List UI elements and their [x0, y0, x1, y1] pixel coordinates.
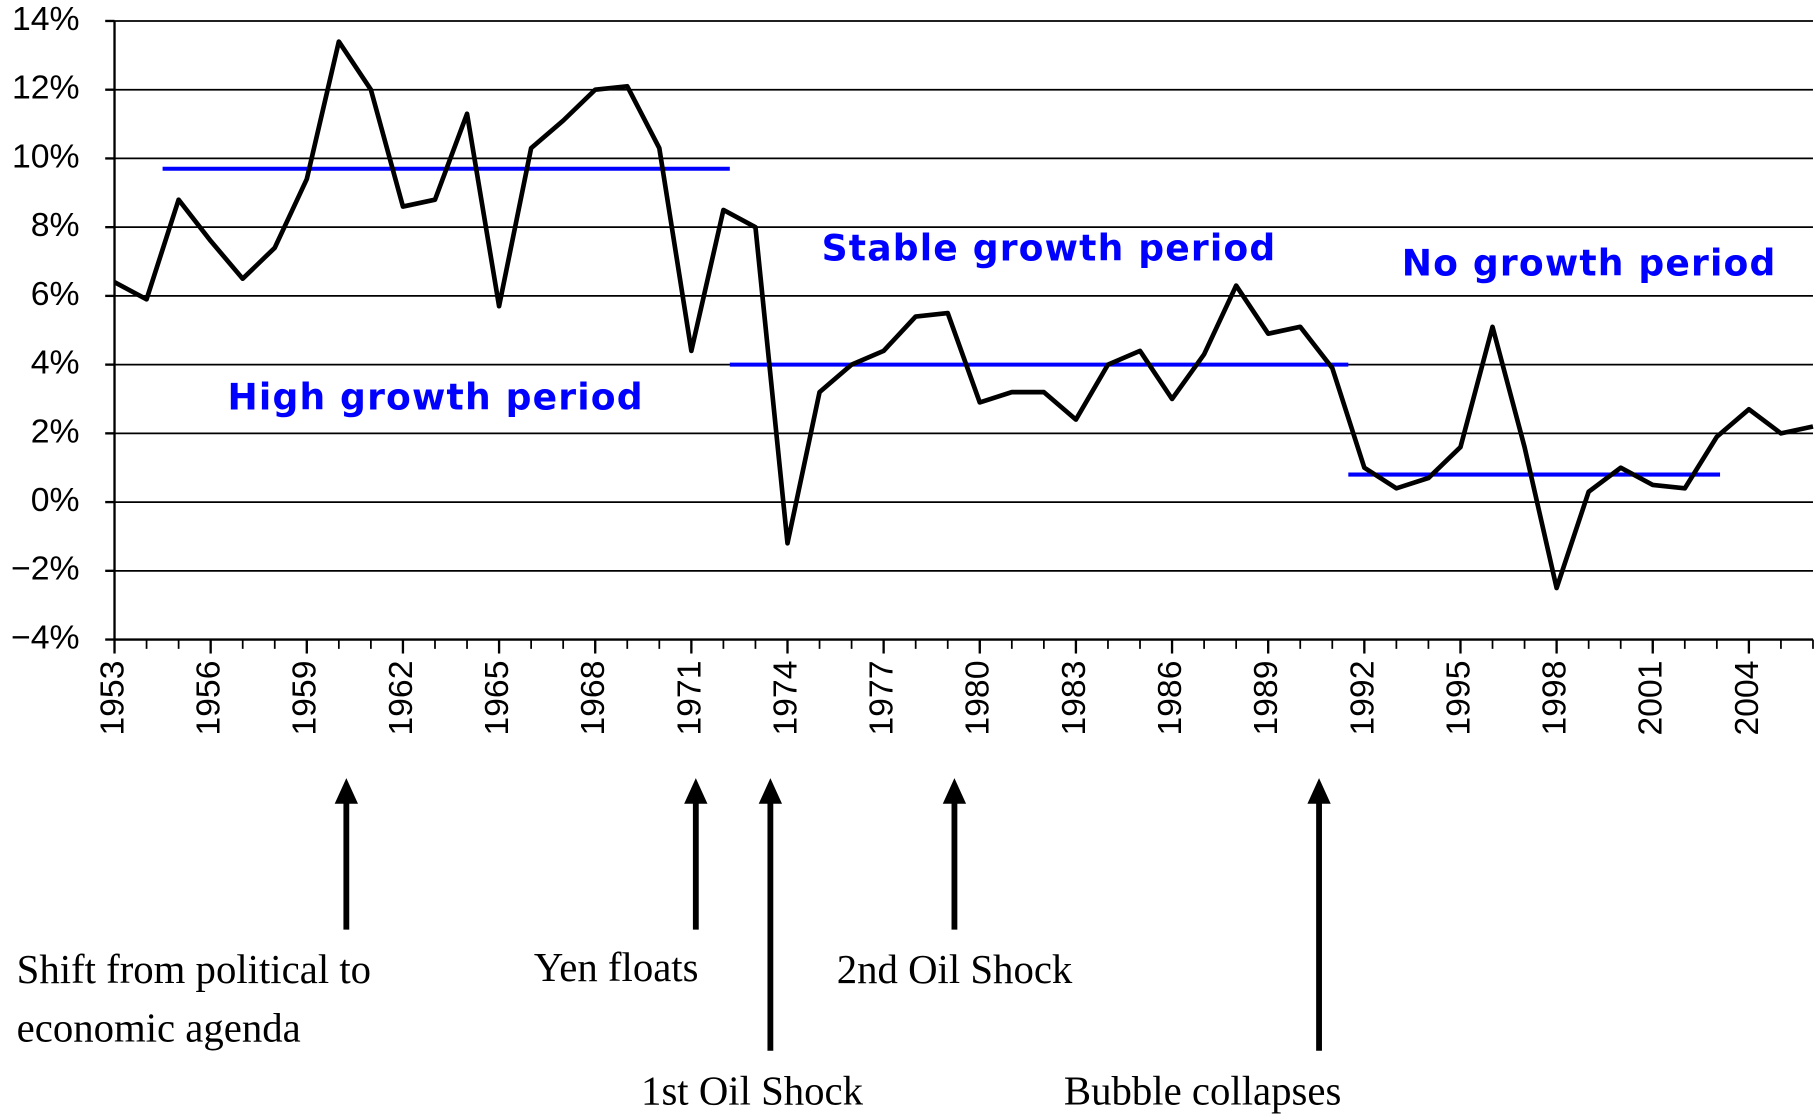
x-tick-label: 1953: [93, 661, 131, 736]
y-tick-label: 0%: [31, 481, 80, 519]
event-arrow-head: [1307, 778, 1331, 804]
x-tick-label: 2004: [1728, 661, 1766, 736]
x-tick-label: 1989: [1247, 661, 1285, 736]
x-tick-label: 1974: [766, 661, 804, 736]
y-tick-label: 10%: [12, 137, 80, 175]
x-tick-label: 1980: [959, 661, 997, 736]
data-line: [113, 39, 1814, 591]
event-arrow-head: [758, 778, 783, 804]
x-tick-label: 1992: [1343, 661, 1381, 736]
x-tick-label: 1977: [863, 661, 901, 736]
x-tick-label: 1986: [1151, 661, 1189, 736]
y-tick-label: 8%: [31, 206, 80, 244]
x-tick-label: 1965: [478, 661, 516, 736]
event-arrow-head: [684, 778, 708, 804]
y-tick-label: 12%: [12, 69, 80, 107]
y-tick-label: 6%: [31, 275, 80, 313]
y-tick-label: 2%: [31, 412, 80, 450]
event-label: 2nd Oil Shock: [837, 947, 1073, 992]
x-tick-label: 1983: [1055, 661, 1093, 736]
y-tick-label: −2%: [11, 550, 80, 588]
period-label: Stable growth period: [822, 226, 1277, 269]
x-tick-label: 1962: [382, 661, 420, 736]
x-tick-label: 1956: [190, 661, 228, 736]
event-label: Bubble collapses: [1064, 1068, 1341, 1113]
event-arrow-head: [942, 778, 967, 804]
event-arrow-head: [334, 778, 358, 804]
period-label: No growth period: [1402, 242, 1777, 285]
x-tick-label: 1971: [670, 661, 708, 736]
y-tick-label: 4%: [31, 344, 80, 382]
x-tick-label: 1959: [286, 661, 324, 736]
event-label: Shift from political to: [17, 947, 371, 992]
x-tick-label: 1968: [574, 661, 612, 736]
x-tick-label: 1998: [1536, 661, 1574, 736]
x-tick-label: 1995: [1439, 661, 1477, 736]
event-label: 1st Oil Shock: [641, 1068, 864, 1113]
y-tick-label: 14%: [12, 0, 80, 38]
event-label: economic agenda: [17, 1005, 301, 1050]
y-tick-label: −4%: [11, 618, 80, 656]
event-label: Yen floats: [534, 945, 699, 990]
period-label: High growth period: [228, 376, 644, 419]
x-tick-label: 2001: [1632, 661, 1670, 736]
